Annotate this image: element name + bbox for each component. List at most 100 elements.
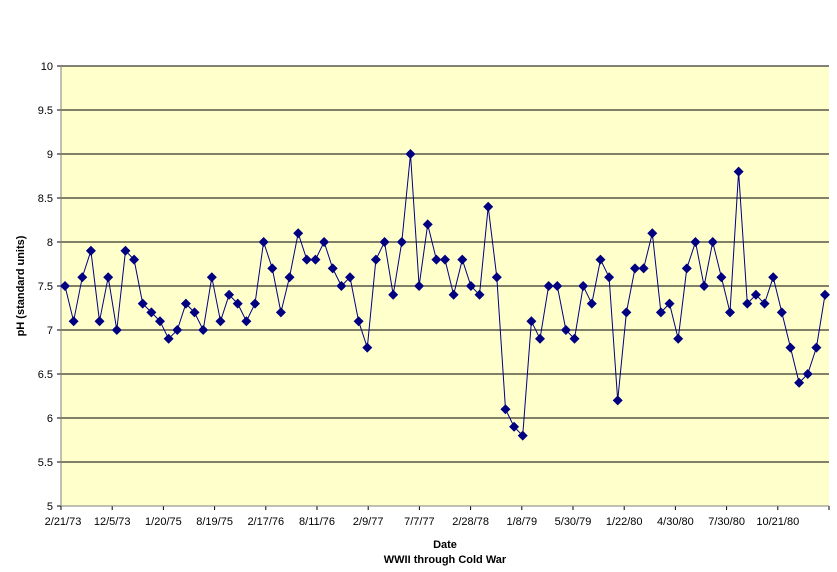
data-point — [526, 316, 537, 327]
x-tick-label: 2/17/76 — [247, 516, 284, 528]
data-point — [94, 316, 105, 327]
data-point — [638, 263, 649, 274]
data-point — [345, 272, 355, 283]
data-point — [232, 298, 243, 309]
y-tick-label: 8.5 — [38, 193, 53, 205]
data-point — [750, 289, 761, 300]
data-point — [310, 254, 321, 265]
data-point — [129, 254, 140, 265]
data-point — [681, 263, 692, 274]
data-point — [647, 228, 658, 239]
data-point — [569, 333, 580, 344]
x-axis: 2/21/73 12/5/73 1/20/75 8/19/75 2/17/76 8/11/… — [45, 506, 830, 528]
data-point — [250, 298, 260, 309]
data-point — [742, 298, 753, 309]
data-point — [422, 219, 433, 230]
data-point — [388, 289, 399, 300]
data-point — [500, 404, 511, 415]
data-point — [802, 369, 813, 379]
data-point — [707, 237, 718, 247]
data-point — [370, 254, 381, 265]
data-point — [60, 281, 70, 291]
data-point — [414, 281, 425, 291]
data-point — [630, 263, 640, 274]
y-tick-label: 9 — [47, 149, 53, 161]
data-point — [275, 307, 286, 318]
data-point — [319, 237, 330, 247]
y-tick-label: 6.5 — [38, 369, 53, 381]
data-point — [440, 254, 450, 265]
y-tick-label: 5.5 — [38, 457, 53, 469]
data-point — [586, 298, 597, 309]
x-tick-label: 8/11/76 — [299, 516, 335, 528]
data-point — [103, 272, 114, 283]
data-point — [578, 281, 589, 291]
gridlines — [61, 65, 829, 507]
data-point — [396, 237, 407, 247]
data-point — [474, 289, 485, 300]
data-point — [673, 333, 684, 344]
data-point — [448, 289, 459, 300]
data-point — [327, 263, 338, 274]
x-tick-label: 12/5/73 — [94, 516, 131, 528]
data-point — [820, 289, 830, 300]
data-point — [465, 281, 476, 291]
data-point — [759, 298, 770, 309]
data-point — [612, 395, 623, 406]
x-tick-label: 1/8/79 — [507, 516, 538, 528]
data-point — [180, 298, 191, 309]
data-point — [241, 316, 252, 327]
data-point — [509, 421, 520, 432]
data-point — [725, 307, 735, 318]
data-point — [552, 281, 563, 291]
y-tick-label: 6 — [47, 413, 53, 425]
y-tick-label: 7 — [47, 325, 53, 337]
y-axis-title: pH (standard units) — [15, 235, 27, 336]
x-tick-label: 1/20/75 — [145, 516, 182, 528]
data-point — [68, 316, 79, 327]
x-tick-label: 1/22/80 — [606, 516, 643, 528]
data-point — [785, 342, 796, 353]
data-point — [353, 316, 364, 327]
data-point — [206, 272, 217, 283]
x-tick-label: 2/9/77 — [353, 516, 384, 528]
y-tick-label: 5 — [47, 501, 53, 513]
y-tick-label: 8 — [47, 237, 53, 249]
data-point — [664, 298, 675, 309]
data-point — [491, 272, 502, 283]
data-point — [776, 307, 787, 318]
data-point — [198, 325, 209, 335]
data-point — [733, 166, 744, 177]
x-axis-subtitle: WWII through Cold War — [384, 554, 507, 566]
data-point — [483, 201, 494, 212]
data-point — [163, 333, 174, 344]
data-point — [137, 298, 148, 309]
data-point — [189, 307, 200, 318]
data-point — [690, 237, 701, 247]
x-tick-label: 2/28/78 — [452, 516, 489, 528]
data-point — [768, 272, 779, 283]
data-point — [155, 316, 165, 327]
data-point — [621, 307, 632, 318]
x-tick-label: 8/19/75 — [196, 516, 233, 528]
data-point — [336, 281, 347, 291]
data-point — [405, 149, 416, 159]
data-points — [60, 149, 830, 441]
data-point — [293, 228, 304, 239]
data-point — [120, 245, 131, 256]
data-point — [224, 289, 235, 300]
x-tick-label: 10/21/80 — [756, 516, 799, 528]
data-point — [716, 272, 727, 283]
x-tick-label: 7/7/77 — [404, 516, 435, 528]
data-point — [794, 377, 805, 388]
y-tick-label: 7.5 — [38, 281, 53, 293]
data-point — [604, 272, 615, 283]
data-point — [379, 237, 390, 247]
data-point — [811, 342, 822, 353]
y-tick-label: 10 — [41, 61, 53, 73]
data-point — [111, 325, 122, 335]
y-tick-label: 9.5 — [38, 105, 53, 117]
data-point — [543, 281, 554, 291]
x-tick-label: 5/30/79 — [555, 516, 592, 528]
